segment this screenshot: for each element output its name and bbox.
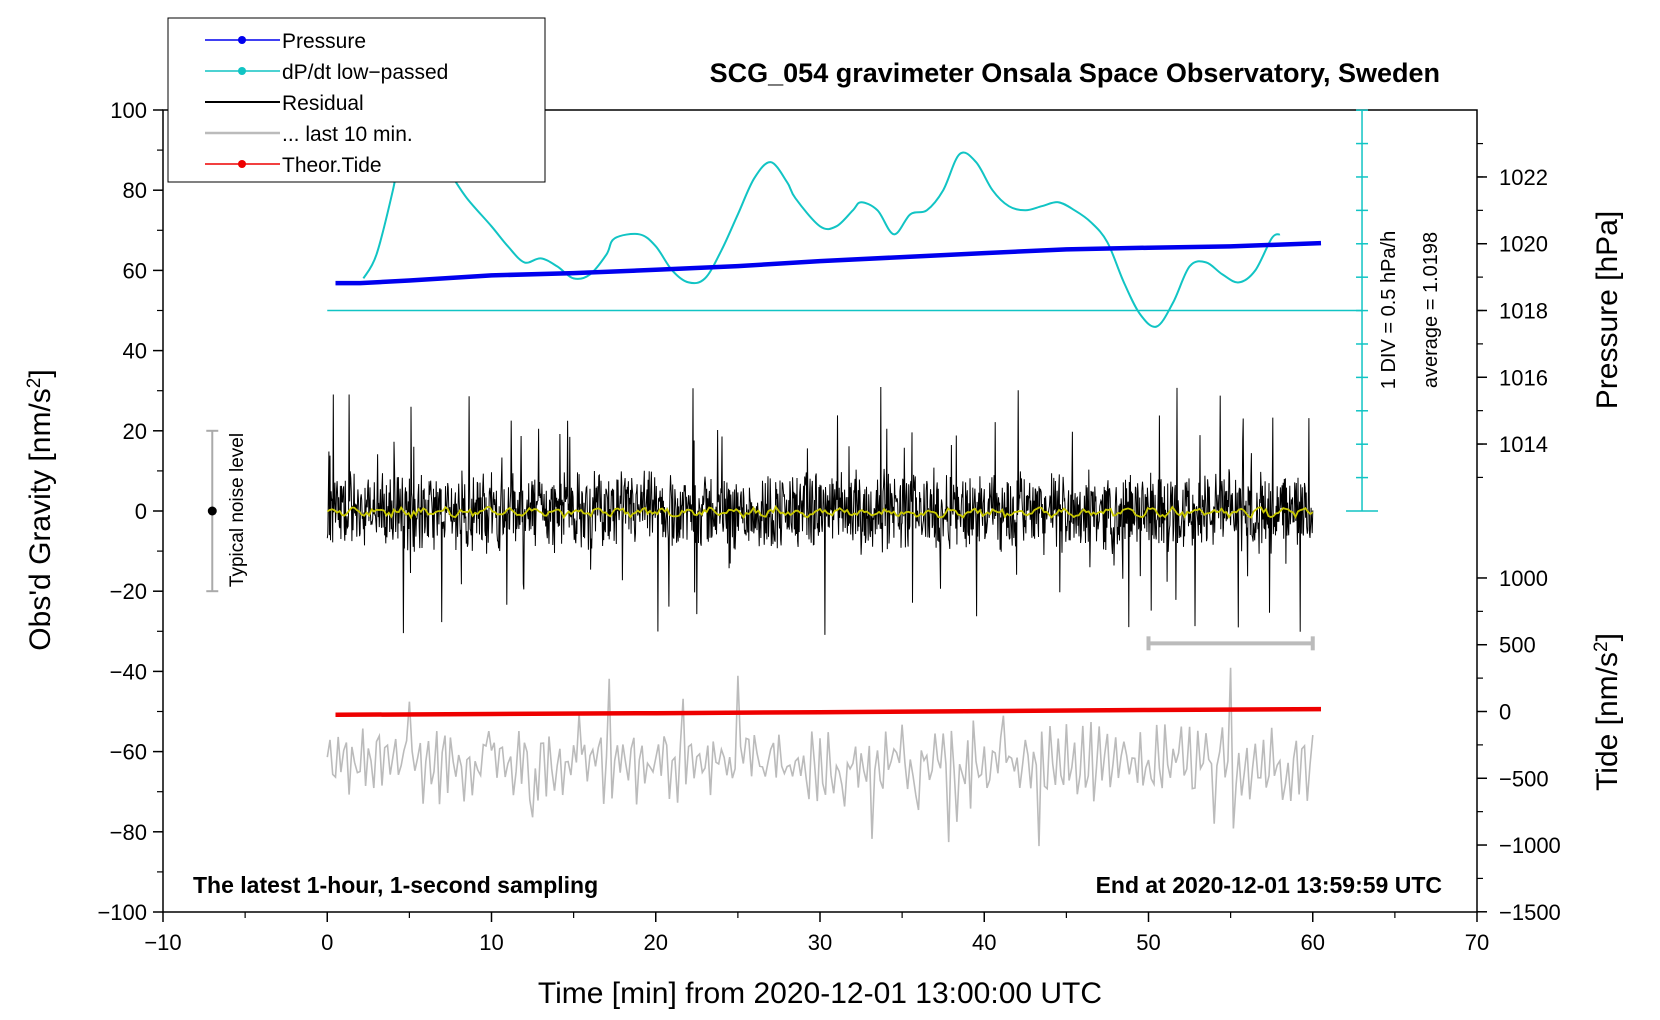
y-tick-label: 100 [110,98,147,123]
tide-tick-label: −500 [1499,766,1549,791]
y-axis-label-tide-sup: 2 [1591,641,1612,652]
y-tick-label: 40 [123,339,147,364]
legend-label-pressure: Pressure [282,30,366,53]
pressure-tick-label: 1014 [1499,432,1548,457]
y-axis-label-pressure: Pressure [hPa] [1591,211,1624,409]
tide-tick-label: 1000 [1499,566,1548,591]
y-tick-label: 20 [123,419,147,444]
residual-series-line [326,386,1314,635]
tide-series-line [335,706,1322,718]
legend-marker-tide [238,160,246,168]
pressure-tick-label: 1018 [1499,299,1548,324]
y-tick-label: −20 [110,579,147,604]
y-axis-label-left-close: ] [24,369,57,377]
y-axis-label-left: Obs'd Gravity [nm/s2] [24,369,58,650]
y-tick-label: −100 [97,900,147,925]
y-axis-label-tide: Tide [nm/s2] [1591,633,1625,791]
noise-level-label: Typical noise level [227,433,248,587]
y-tick-label: 80 [123,178,147,203]
x-tick-label: −10 [144,930,181,955]
tide-tick-label: 0 [1499,700,1511,725]
pressure-tick-label: 1022 [1499,165,1548,190]
chart-subtitle-left: The latest 1-hour, 1-second sampling [193,872,598,898]
y-tick-label: −80 [110,820,147,845]
last10-series-line [326,667,1314,847]
legend-marker-pressure [238,36,246,44]
legend-marker-dpdt [238,67,246,75]
legend-label-last10: ... last 10 min. [282,123,413,146]
legend-label-tide: Theor.Tide [282,154,382,177]
x-tick-label: 20 [644,930,668,955]
noise-level-center-dot [207,506,217,516]
pressure-tick-label: 1016 [1499,365,1548,390]
legend-box [167,17,546,183]
annotations-layer [206,109,1379,651]
y-axis-label-left-sup: 2 [24,378,45,389]
x-tick-label: 30 [808,930,832,955]
grid-ticks: −10 0 10 20 30 40 50 60 70100806040200−20−40−60−… [97,98,1560,955]
tide-tick-label: −1500 [1499,900,1561,925]
residual-smoothed-line [326,504,1314,520]
x-tick-label: 10 [479,930,503,955]
dpdt-series-line [362,136,1281,328]
x-tick-label: 70 [1465,930,1489,955]
legend: Pressure dP/dt low−passed Residual ... l… [167,17,546,183]
x-tick-label: 40 [972,930,996,955]
pressure-series-line [335,240,1322,286]
x-tick-label: 0 [321,930,333,955]
chart-subtitle-right: End at 2020-12-01 13:59:59 UTC [1096,872,1442,898]
x-axis-label: Time [min] from 2020-12-01 13:00:00 UTC [538,977,1102,1010]
dpdt-average-label: average = 1.0198 [1420,232,1442,388]
y-axis-label-left-main: Obs'd Gravity [nm/s [24,388,57,650]
pressure-tick-label: 1020 [1499,232,1548,257]
y-tick-label: −60 [110,740,147,765]
series-layer [326,136,1322,847]
y-tick-label: 60 [123,258,147,283]
legend-label-dpdt: dP/dt low−passed [282,61,448,84]
y-axis-label-tide-main: Tide [nm/s [1591,652,1624,791]
y-tick-label: −40 [110,659,147,684]
legend-label-residual: Residual [282,92,364,115]
tide-tick-label: 500 [1499,633,1536,658]
x-tick-label: 60 [1301,930,1325,955]
dpdt-scale-label: 1 DIV = 0.5 hPa/h [1378,231,1400,389]
y-tick-label: 0 [135,499,147,524]
y-axis-label-tide-close: ] [1591,633,1624,641]
x-tick-label: 50 [1136,930,1160,955]
tide-tick-label: −1000 [1499,833,1561,858]
chart-title: SCG_054 gravimeter Onsala Space Observat… [710,58,1440,88]
